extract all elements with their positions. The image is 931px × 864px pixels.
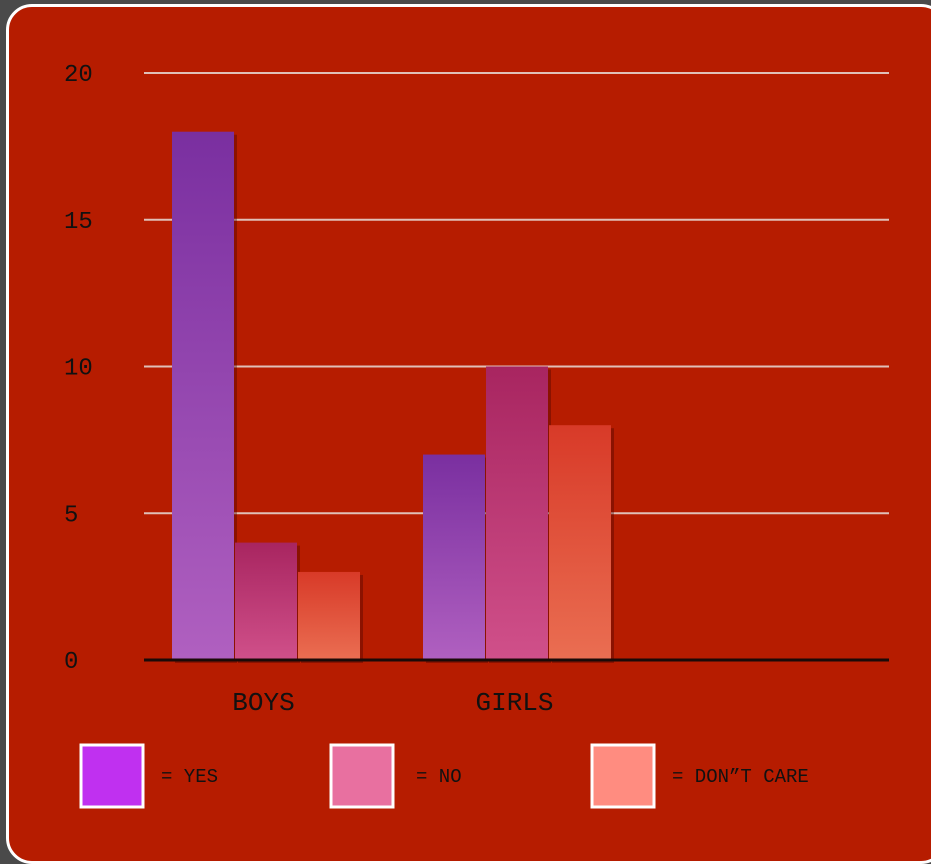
chart-frame bbox=[6, 4, 931, 864]
y-axis-ticks: 0 5 10 15 20 bbox=[64, 62, 93, 676]
bar-girls-don-t-care bbox=[549, 425, 611, 660]
y-tick-label: 10 bbox=[64, 356, 93, 383]
bar-girls-no bbox=[486, 366, 548, 660]
y-tick-label: 5 bbox=[64, 502, 78, 529]
legend-label: = DON”T CARE bbox=[672, 766, 809, 788]
bars bbox=[172, 131, 614, 663]
bar-girls-yes bbox=[423, 454, 485, 660]
y-tick-label: 15 bbox=[64, 209, 93, 236]
legend-swatch bbox=[590, 743, 656, 809]
legend-swatch bbox=[329, 743, 395, 809]
y-tick-label: 20 bbox=[64, 62, 93, 89]
x-category-label: GIRLS bbox=[475, 688, 553, 718]
legend-label: = NO bbox=[416, 766, 462, 788]
legend-swatch bbox=[79, 743, 145, 809]
x-category-label: BOYS bbox=[232, 688, 294, 718]
bar-boys-don-t-care bbox=[298, 571, 360, 660]
legend-label: = YES bbox=[161, 766, 218, 788]
x-axis: BOYS GIRLS bbox=[144, 658, 889, 718]
legend: = YES = NO = DON”T CARE bbox=[79, 743, 809, 809]
y-tick-label: 0 bbox=[64, 649, 78, 676]
bar-boys-yes bbox=[172, 131, 234, 660]
bar-boys-no bbox=[235, 542, 297, 660]
